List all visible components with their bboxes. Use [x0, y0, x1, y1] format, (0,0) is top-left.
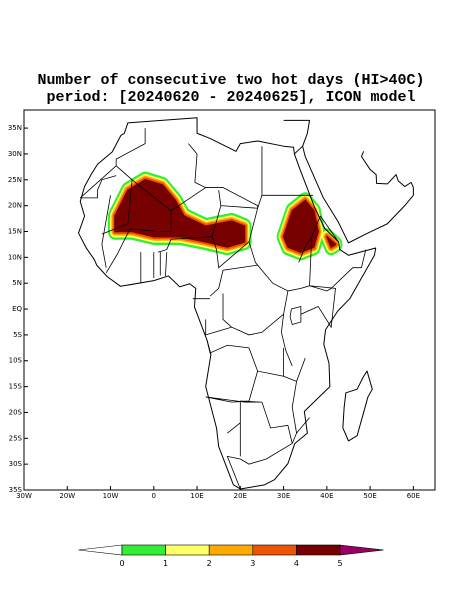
x-tick-label: 10W [103, 492, 119, 500]
y-tick-label: EQ [12, 305, 22, 313]
y-tick-label: 30N [8, 150, 22, 158]
country-borders [80, 128, 366, 489]
y-tick-label: 30S [9, 460, 23, 468]
colorbar: 0 1 2 3 4 5 [78, 544, 384, 568]
x-tick-label: 20W [59, 492, 75, 500]
lake-victoria [290, 306, 301, 324]
y-tick-label: 35S [9, 486, 23, 494]
africa-coastline [79, 118, 376, 489]
y-tick-label: 35N [8, 124, 22, 132]
y-tick-label: 25N [8, 176, 22, 184]
y-tick-label: 5S [13, 331, 22, 339]
colorbar-bin [121, 544, 166, 556]
x-tick-label: 0 [152, 492, 156, 500]
colorbar-bin [296, 544, 341, 556]
colorbar-label: 0 [119, 559, 124, 568]
x-tick-label: 20E [234, 492, 247, 500]
colorbar-under [78, 544, 123, 556]
y-tick-label: 10N [8, 253, 22, 261]
x-tick-label: 30E [277, 492, 290, 500]
colorbar-label: 1 [163, 559, 168, 568]
map-frame [23, 109, 436, 491]
y-tick-label: 25S [9, 434, 23, 442]
colorbar-label: 5 [337, 559, 342, 568]
y-tick-label: 5N [12, 279, 22, 287]
colorbar-label: 2 [207, 559, 212, 568]
y-tick-label: 15N [8, 227, 22, 235]
colorbar-label: 4 [294, 559, 299, 568]
map-layer [79, 118, 414, 489]
arabia-coastline [284, 120, 414, 243]
colorbar-over [339, 544, 384, 556]
x-tick-label: 50E [363, 492, 376, 500]
y-tick-label: 10S [9, 357, 23, 365]
title-line: Number of consecutive two hot days (HI>4… [37, 72, 424, 89]
colorbar-bin [252, 544, 297, 556]
y-tick-label: 20S [9, 408, 23, 416]
y-tick-label: 20N [8, 202, 22, 210]
x-tick-label: 40E [320, 492, 333, 500]
y-tick-label: 15S [9, 383, 23, 391]
madagascar-coastline [343, 371, 372, 441]
title-line: period: [20240620 - 20240625], ICON mode… [46, 89, 415, 106]
x-tick-label: 10E [190, 492, 203, 500]
x-tick-label: 30W [16, 492, 32, 500]
colorbar-bin [165, 544, 210, 556]
x-tick-label: 60E [407, 492, 420, 500]
colorbar-label: 3 [250, 559, 255, 568]
colorbar-bin [208, 544, 254, 556]
hot-days-shading [115, 180, 336, 252]
